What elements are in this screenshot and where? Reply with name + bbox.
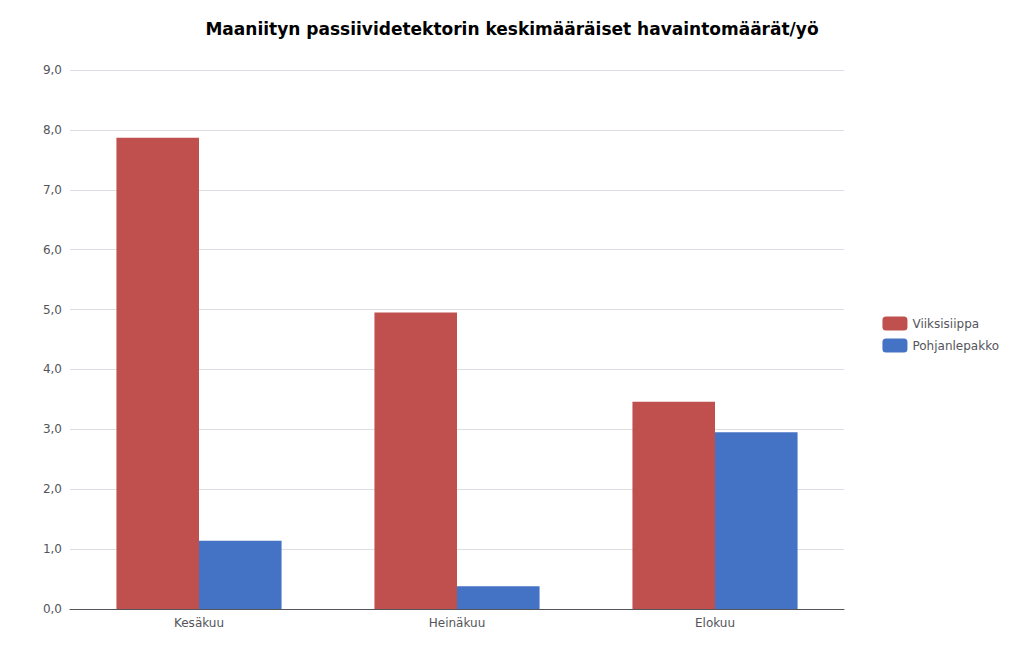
svg-text:2,0: 2,0 <box>43 482 62 496</box>
svg-text:Maaniityn passiividetektorin k: Maaniityn passiividetektorin keskimääräi… <box>205 19 818 39</box>
svg-text:Heinäkuu: Heinäkuu <box>429 616 486 630</box>
svg-text:5,0: 5,0 <box>43 303 62 317</box>
svg-text:Kesäkuu: Kesäkuu <box>174 616 224 630</box>
svg-text:3,0: 3,0 <box>43 422 62 436</box>
svg-text:7,0: 7,0 <box>43 183 62 197</box>
svg-text:8,0: 8,0 <box>43 123 62 137</box>
svg-text:Elokuu: Elokuu <box>695 616 735 630</box>
svg-text:Pohjanlepakko: Pohjanlepakko <box>912 339 999 353</box>
svg-text:0,0: 0,0 <box>43 602 62 616</box>
svg-text:4,0: 4,0 <box>43 362 62 376</box>
svg-text:9,0: 9,0 <box>43 63 62 77</box>
svg-text:6,0: 6,0 <box>43 243 62 257</box>
svg-text:Viiksisiippa: Viiksisiippa <box>912 317 979 331</box>
svg-text:1,0: 1,0 <box>43 542 62 556</box>
